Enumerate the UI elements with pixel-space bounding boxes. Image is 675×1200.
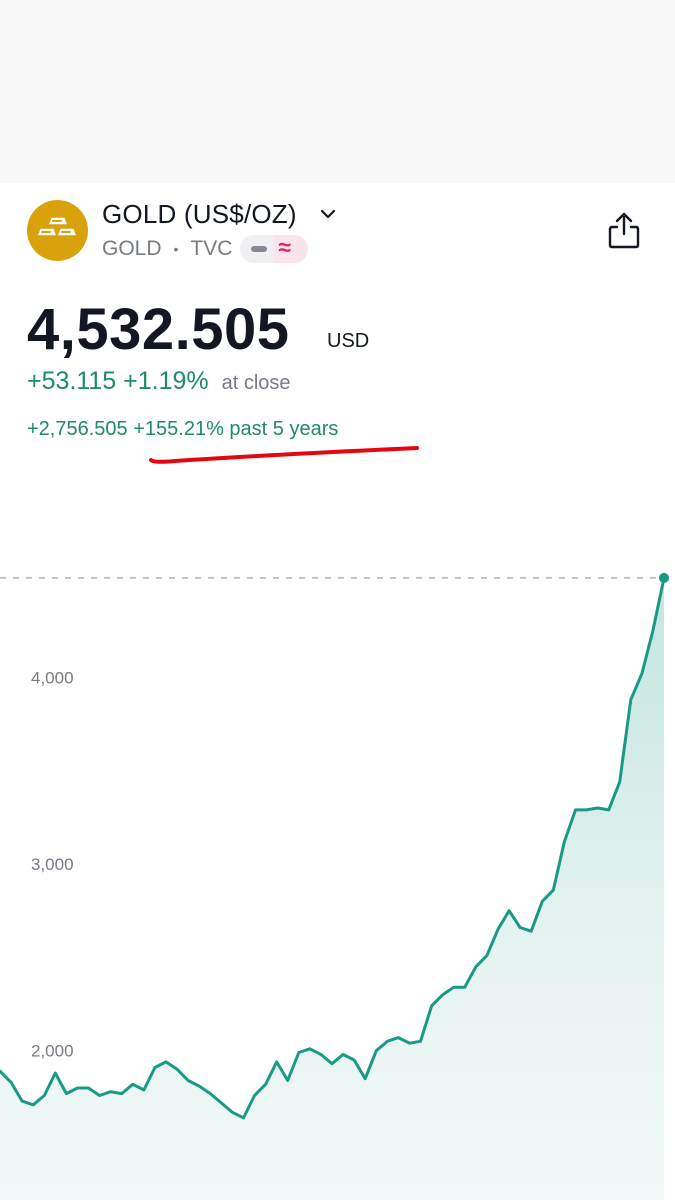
price-line [0,576,666,1120]
period-label: past 5 years [229,418,339,440]
y-tick-label: 4,000 [31,668,74,687]
y-tick-label: 2,000 [31,1042,74,1061]
daily-change-row: +53.115 +1.19% at close [27,367,291,396]
last-price: 4,532.505 [27,297,290,362]
wave-icon: ≈ [278,235,292,260]
exchange-label: TVC [190,237,233,260]
gold-bars-logo [27,200,88,261]
session-note: at close [221,372,291,394]
change-value: +53.115 [27,367,117,395]
top-blank-area [0,0,675,183]
share-icon[interactable] [606,210,642,250]
symbol-name[interactable]: GOLD (US$/OZ) [102,199,297,229]
currency-label: USD [327,330,370,352]
ticker-label: GOLD [102,237,162,260]
dash-icon [251,246,268,252]
y-tick-label: 3,000 [31,855,74,874]
last-price-dot [659,572,669,583]
chevron-down-icon[interactable] [318,206,338,222]
period-change-value: +2,756.505 [27,418,128,440]
symbol-subtitle: GOLD • TVC ≈ [102,235,309,263]
period-change-percent: +155.21% [133,418,224,440]
market-status-pill[interactable]: ≈ [240,235,309,263]
period-change-row[interactable]: +2,756.505 +155.21% past 5 years [27,418,338,441]
price-area-fill [0,577,664,1200]
change-percent: +1.19% [123,367,209,395]
red-underline-annotation [149,446,419,464]
separator-dot: • [173,241,179,257]
price-chart[interactable]: 4,000 3,000 2,000 [0,500,675,1200]
